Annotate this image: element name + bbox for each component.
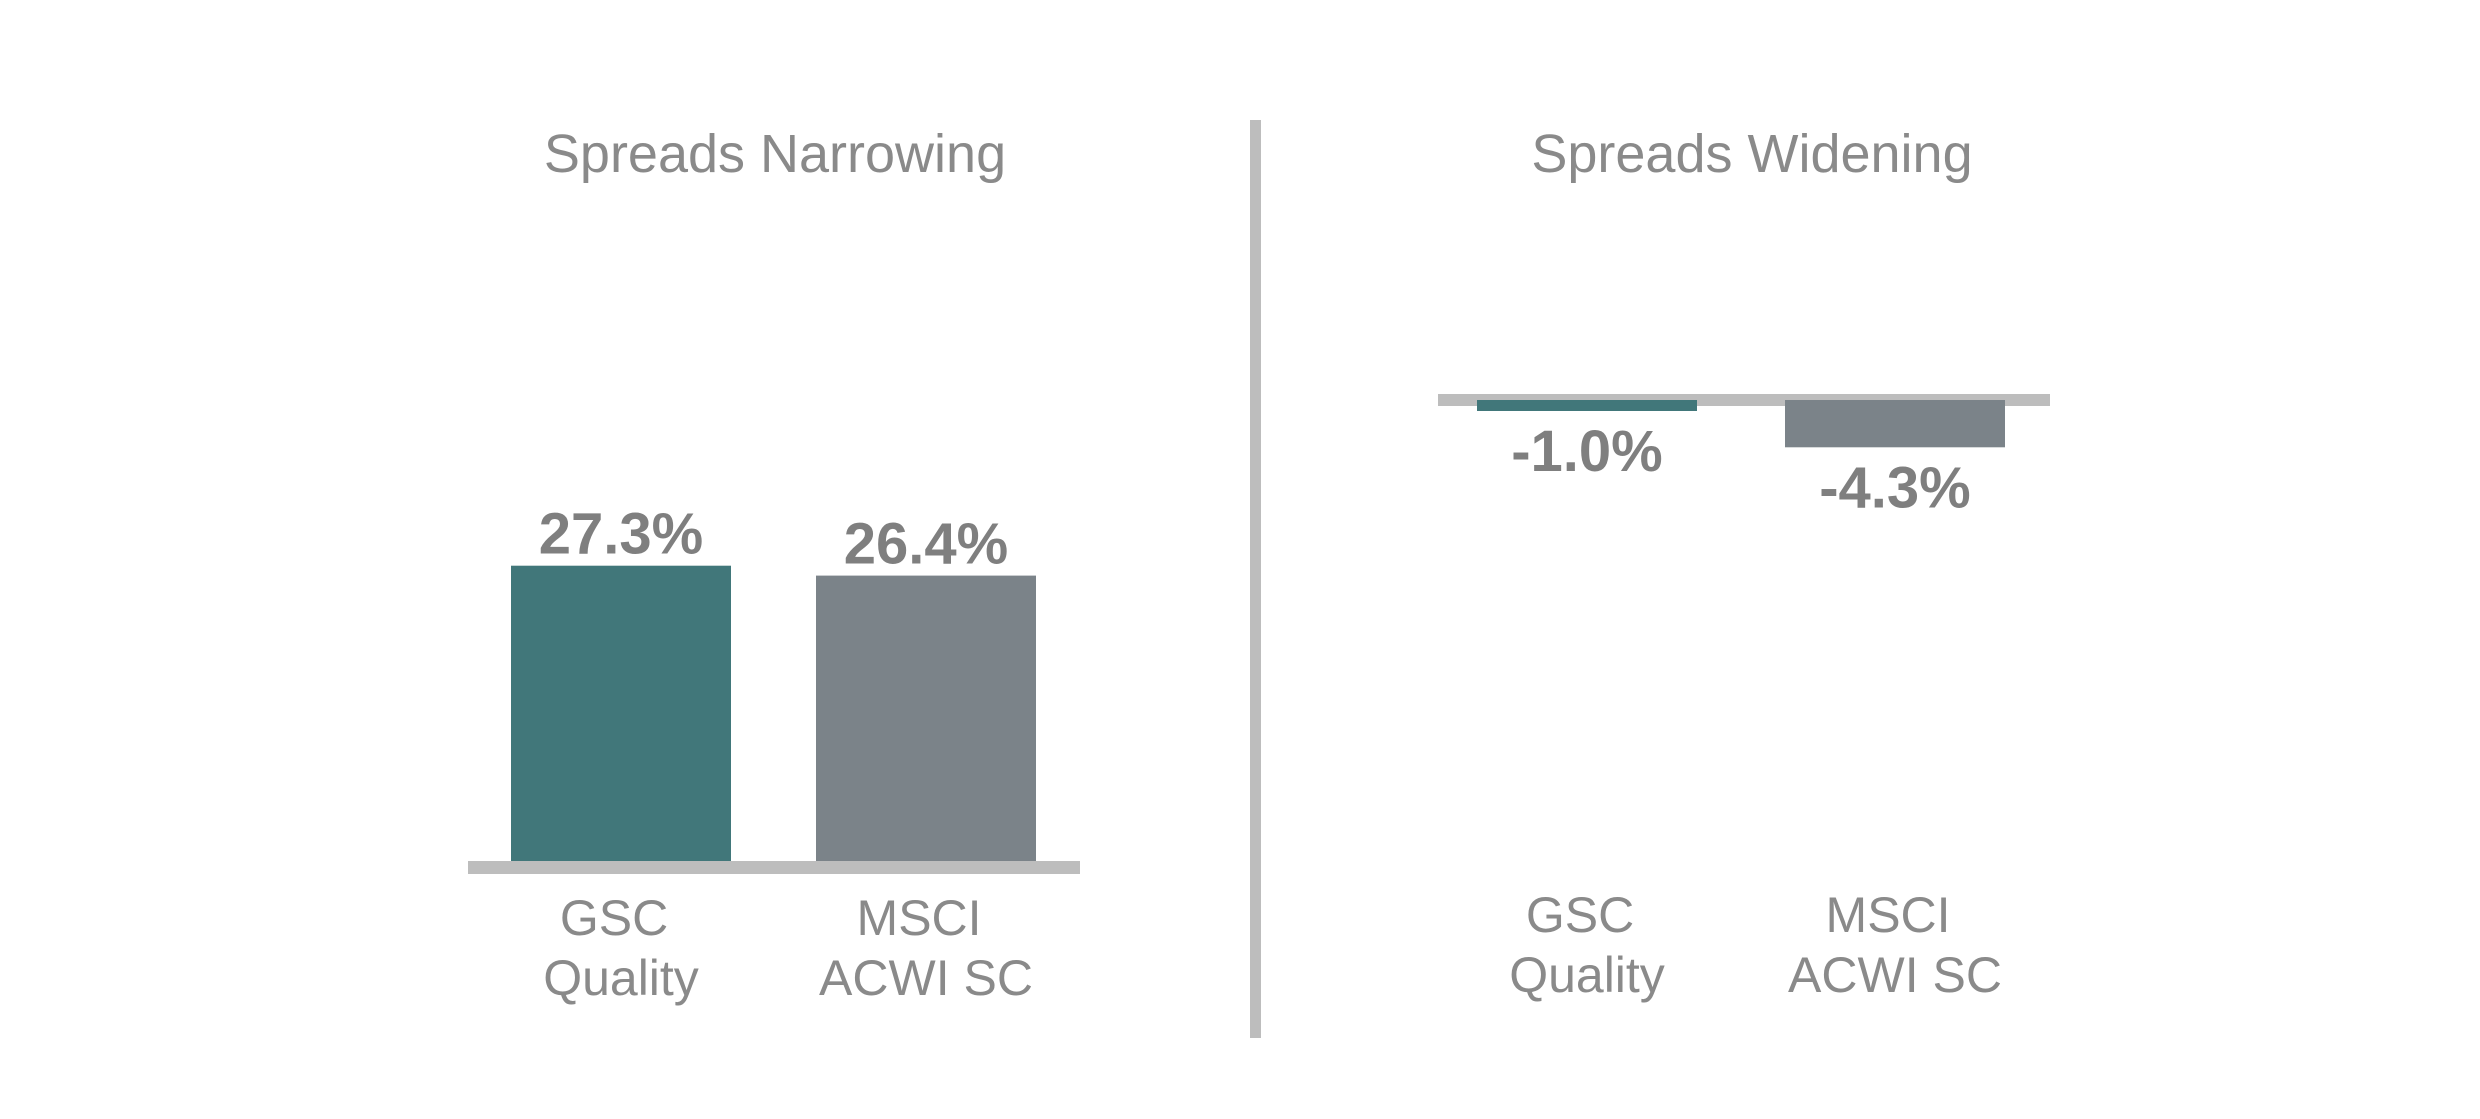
value-label-msci-acwi-sc: 26.4% xyxy=(844,512,1008,577)
category-labels-narrowing: GSC Quality MSCI ACWI SC xyxy=(543,890,1033,1006)
value-label-msci-acwi-sc: -4.3% xyxy=(1819,455,1971,520)
panel-title-narrowing: Spreads Narrowing xyxy=(544,124,1006,184)
panel-divider xyxy=(1250,120,1261,1038)
panel-spreads-widening: Spreads Widening -1.0% -4.3% GSC Quality … xyxy=(1438,124,2050,1003)
baseline-narrowing xyxy=(468,861,1080,874)
bar-msci-acwi-sc xyxy=(816,575,1036,866)
bar-gsc-quality xyxy=(511,565,731,866)
value-labels-narrowing: 27.3% 26.4% xyxy=(539,502,1008,577)
category-label-msci-acwi-sc: MSCI ACWI SC xyxy=(819,890,1033,1006)
category-label-msci-acwi-sc: MSCI ACWI SC xyxy=(1788,887,2002,1003)
bars-widening xyxy=(1477,400,2005,448)
category-label-gsc-quality: GSC Quality xyxy=(543,890,699,1006)
value-label-gsc-quality: -1.0% xyxy=(1511,419,1663,484)
value-label-gsc-quality: 27.3% xyxy=(539,502,703,567)
value-labels-widening: -1.0% -4.3% xyxy=(1511,419,1971,520)
category-labels-widening: GSC Quality MSCI ACWI SC xyxy=(1509,887,2002,1003)
panel-spreads-narrowing: Spreads Narrowing 27.3% 26.4% GSC Quality… xyxy=(468,124,1080,1006)
panel-title-widening: Spreads Widening xyxy=(1531,124,1972,184)
bar-msci-acwi-sc xyxy=(1785,400,2005,448)
category-label-gsc-quality: GSC Quality xyxy=(1509,887,1665,1003)
bar-gsc-quality xyxy=(1477,400,1697,411)
bars-narrowing xyxy=(511,565,1036,866)
